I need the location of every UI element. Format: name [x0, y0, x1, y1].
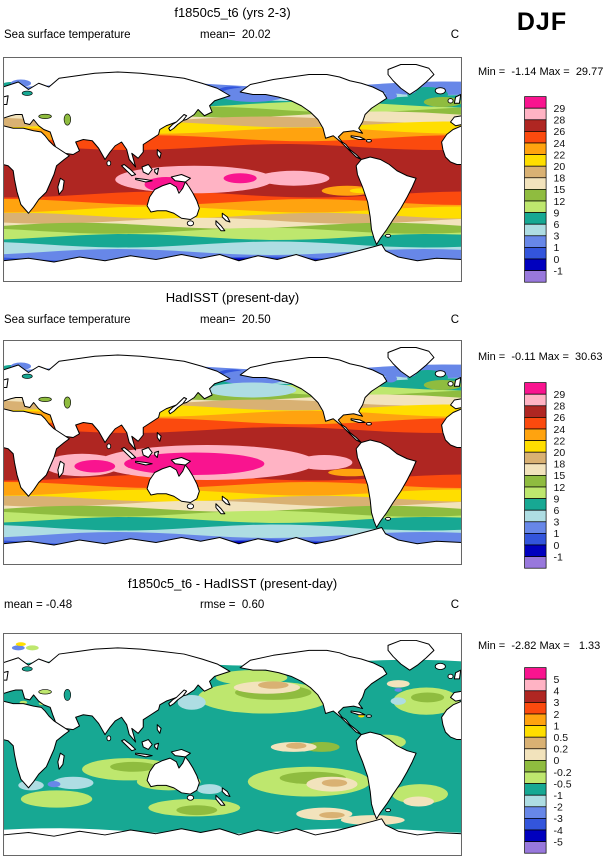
svg-text:12: 12 — [554, 196, 566, 208]
panel2-mean-value: mean= 20.50 — [200, 314, 271, 326]
svg-text:-0.2: -0.2 — [554, 767, 572, 779]
svg-text:3: 3 — [554, 697, 560, 709]
svg-text:1: 1 — [554, 242, 560, 254]
panel2-variable-label: Sea surface temperature — [4, 314, 131, 326]
svg-text:1: 1 — [554, 528, 560, 540]
svg-text:-0.5: -0.5 — [554, 778, 572, 790]
panel1-title: f1850c5_t6 (yrs 2-3) — [174, 5, 291, 20]
panel1-unit-label: C — [450, 29, 459, 41]
panel3-mean-value: mean = -0.48 — [4, 599, 73, 611]
svg-text:-4: -4 — [554, 825, 563, 837]
svg-text:24: 24 — [554, 424, 566, 436]
svg-text:15: 15 — [554, 184, 566, 196]
panel3-subtitle-row: mean = -0.48 rmse = 0.60 C — [3, 599, 462, 614]
svg-text:-5: -5 — [554, 836, 563, 848]
svg-text:15: 15 — [554, 470, 566, 482]
svg-text:5: 5 — [554, 674, 560, 686]
svg-text:0: 0 — [554, 254, 560, 266]
panel3-rmse-value: rmse = 0.60 — [200, 599, 265, 611]
svg-text:0: 0 — [554, 540, 560, 552]
svg-text:0.5: 0.5 — [554, 732, 569, 744]
svg-text:-3: -3 — [554, 813, 563, 825]
panel1-mean-value: mean= 20.02 — [200, 29, 271, 41]
svg-text:28: 28 — [554, 115, 566, 127]
panel3-minmax: Min = -2.82 Max = 1.33 — [478, 640, 601, 652]
svg-text:29: 29 — [554, 103, 566, 115]
panel2-minmax: Min = -0.11 Max = 30.63 — [478, 351, 603, 363]
svg-text:9: 9 — [554, 207, 560, 219]
panel1-subtitle-row: Sea surface temperature mean= 20.02 C — [3, 29, 462, 44]
svg-text:9: 9 — [554, 493, 560, 505]
svg-text:22: 22 — [554, 149, 566, 161]
svg-text:18: 18 — [554, 459, 566, 471]
panel3-unit-label: C — [450, 599, 459, 611]
svg-text:4: 4 — [554, 686, 560, 698]
svg-text:3: 3 — [554, 517, 560, 529]
panel1-variable-label: Sea surface temperature — [4, 29, 131, 41]
svg-text:29: 29 — [554, 389, 566, 401]
svg-text:-1: -1 — [554, 790, 563, 802]
svg-text:24: 24 — [554, 138, 566, 150]
svg-text:-1: -1 — [554, 265, 563, 277]
svg-text:1: 1 — [554, 720, 560, 732]
svg-text:18: 18 — [554, 173, 566, 185]
panel2-subtitle-row: Sea surface temperature mean= 20.50 C — [3, 314, 462, 329]
panel3-title: f1850c5_t6 - HadISST (present-day) — [127, 576, 338, 591]
svg-text:12: 12 — [554, 482, 566, 494]
svg-text:28: 28 — [554, 401, 566, 413]
season-label: DJF — [516, 8, 568, 36]
svg-text:-1: -1 — [554, 551, 563, 563]
svg-text:22: 22 — [554, 435, 566, 447]
svg-text:20: 20 — [554, 161, 566, 173]
svg-text:20: 20 — [554, 447, 566, 459]
panel1-minmax: Min = -1.14 Max = 29.77 — [478, 66, 604, 78]
svg-text:-2: -2 — [554, 802, 563, 814]
panel2-unit-label: C — [450, 314, 459, 326]
map-sst-difference — [3, 633, 462, 856]
map-obs-sst — [3, 340, 462, 565]
svg-text:6: 6 — [554, 505, 560, 517]
svg-text:3: 3 — [554, 231, 560, 243]
map-model-sst — [3, 57, 462, 282]
svg-text:0.2: 0.2 — [554, 744, 569, 756]
svg-text:2: 2 — [554, 709, 560, 721]
svg-text:26: 26 — [554, 126, 566, 138]
svg-text:6: 6 — [554, 219, 560, 231]
svg-text:26: 26 — [554, 412, 566, 424]
svg-text:0: 0 — [554, 755, 560, 767]
panel2-title: HadISST (present-day) — [165, 290, 300, 305]
